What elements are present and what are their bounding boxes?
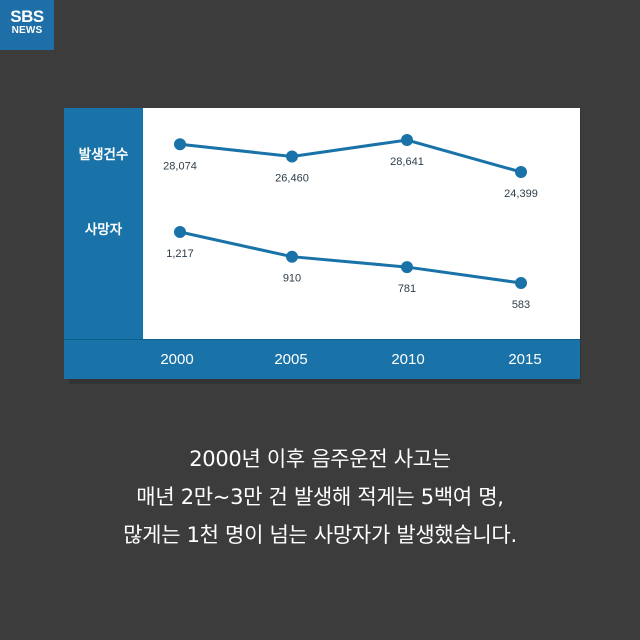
line-chart: 28,074 26,460 28,641 24,399 1,217 910 781 583: [163, 134, 538, 311]
data-label: 28,074: [163, 160, 197, 172]
x-tick-label: 2010: [391, 351, 425, 368]
data-point: [515, 277, 527, 289]
series-label-deaths: 사망자: [84, 222, 123, 238]
series-line: [179, 230, 522, 285]
logo-subtext: NEWS: [11, 25, 43, 36]
x-tick-label: 2000: [160, 351, 194, 368]
data-label: 910: [283, 273, 301, 285]
data-point: [401, 134, 413, 146]
caption-line: 많게는 1천 명이 넘는 사망자가 발생했습니다.: [123, 523, 517, 547]
series-label-accidents: 발생건수: [78, 147, 129, 163]
data-point: [286, 250, 298, 263]
data-point: [174, 226, 186, 238]
series-label-column: [64, 108, 143, 379]
logo-text: SBS: [10, 7, 44, 26]
x-axis-line: [64, 339, 580, 340]
x-axis-band: [64, 340, 580, 379]
data-label: 26,460: [275, 172, 309, 184]
sbs-news-logo: SBS NEWS: [0, 0, 54, 50]
data-label: 24,399: [504, 188, 538, 200]
data-point: [401, 261, 413, 274]
data-label: 28,641: [390, 156, 424, 168]
data-label: 781: [398, 283, 416, 295]
chart-card: 발생건수 사망자 2000 2005 2010 2015 28,074 26,46…: [64, 108, 580, 379]
caption-line: 매년 2만~3만 건 발생해 적게는 5백여 명,: [136, 485, 504, 509]
x-tick-label: 2005: [274, 351, 308, 368]
data-label: 583: [512, 299, 530, 311]
data-point: [286, 150, 298, 163]
data-point: [515, 166, 527, 178]
data-label: 1,217: [166, 248, 194, 260]
caption: 2000년 이후 음주운전 사고는 매년 2만~3만 건 발생해 적게는 5백여…: [0, 440, 640, 554]
data-point: [174, 138, 186, 151]
caption-line: 2000년 이후 음주운전 사고는: [189, 447, 451, 471]
x-tick-label: 2015: [508, 351, 542, 368]
series-line: [179, 138, 522, 174]
